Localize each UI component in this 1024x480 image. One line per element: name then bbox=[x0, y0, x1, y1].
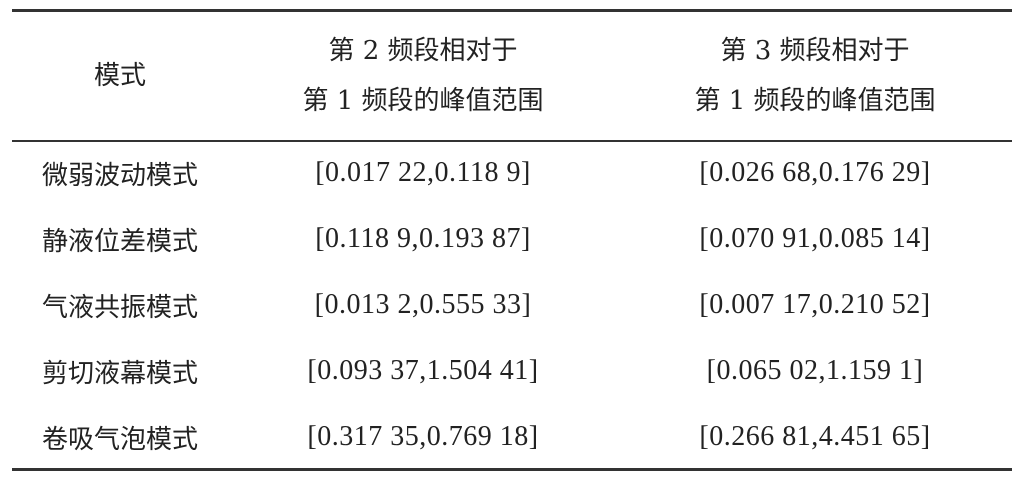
header-mode: 模式 bbox=[12, 12, 228, 140]
peak-range-table: 模式 第 2 频段相对于第 1 频段的峰值范围 第 3 频段相对于第 1 频段的… bbox=[12, 12, 1012, 470]
mode-cell: 气液共振模式 bbox=[41, 292, 198, 323]
header-text: 模式 bbox=[93, 61, 146, 91]
top-rule bbox=[12, 9, 1012, 12]
band2-cell: [0.118 9,0.193 87] bbox=[315, 223, 531, 254]
band3-cell: [0.065 02,1.159 1] bbox=[706, 355, 924, 386]
table-row: 微弱波动模式 [0.017 22,0.118 9] [0.026 68,0.17… bbox=[12, 140, 1012, 206]
band3-cell: [0.070 91,0.085 14] bbox=[699, 223, 931, 254]
header-text: 第 1 频段的峰值范围 bbox=[694, 86, 936, 116]
header-text: 第 3 频段相对于 bbox=[720, 36, 910, 66]
mode-cell: 卷吸气泡模式 bbox=[41, 424, 198, 455]
header-text: 第 2 频段相对于 bbox=[328, 36, 518, 66]
mode-cell: 微弱波动模式 bbox=[41, 160, 198, 191]
band3-cell: [0.026 68,0.176 29] bbox=[699, 157, 931, 188]
table-row: 剪切液幕模式 [0.093 37,1.504 41] [0.065 02,1.1… bbox=[12, 338, 1012, 404]
bottom-rule bbox=[12, 468, 1012, 471]
band2-cell: [0.013 2,0.555 33] bbox=[314, 289, 532, 320]
header-rule bbox=[12, 140, 1012, 142]
header-band3: 第 3 频段相对于第 1 频段的峰值范围 bbox=[618, 12, 1012, 140]
band2-cell: [0.093 37,1.504 41] bbox=[307, 355, 539, 386]
header-band2: 第 2 频段相对于第 1 频段的峰值范围 bbox=[228, 12, 618, 140]
mode-cell: 剪切液幕模式 bbox=[41, 358, 198, 389]
table-row: 气液共振模式 [0.013 2,0.555 33] [0.007 17,0.21… bbox=[12, 272, 1012, 338]
mode-cell: 静液位差模式 bbox=[41, 226, 198, 257]
band2-cell: [0.017 22,0.118 9] bbox=[315, 157, 531, 188]
table-row: 静液位差模式 [0.118 9,0.193 87] [0.070 91,0.08… bbox=[12, 206, 1012, 272]
header-row: 模式 第 2 频段相对于第 1 频段的峰值范围 第 3 频段相对于第 1 频段的… bbox=[12, 12, 1012, 140]
table-row: 卷吸气泡模式 [0.317 35,0.769 18] [0.266 81,4.4… bbox=[12, 404, 1012, 470]
band3-cell: [0.007 17,0.210 52] bbox=[699, 289, 931, 320]
band3-cell: [0.266 81,4.451 65] bbox=[699, 421, 931, 452]
header-text: 第 1 频段的峰值范围 bbox=[302, 86, 544, 116]
band2-cell: [0.317 35,0.769 18] bbox=[307, 421, 539, 452]
